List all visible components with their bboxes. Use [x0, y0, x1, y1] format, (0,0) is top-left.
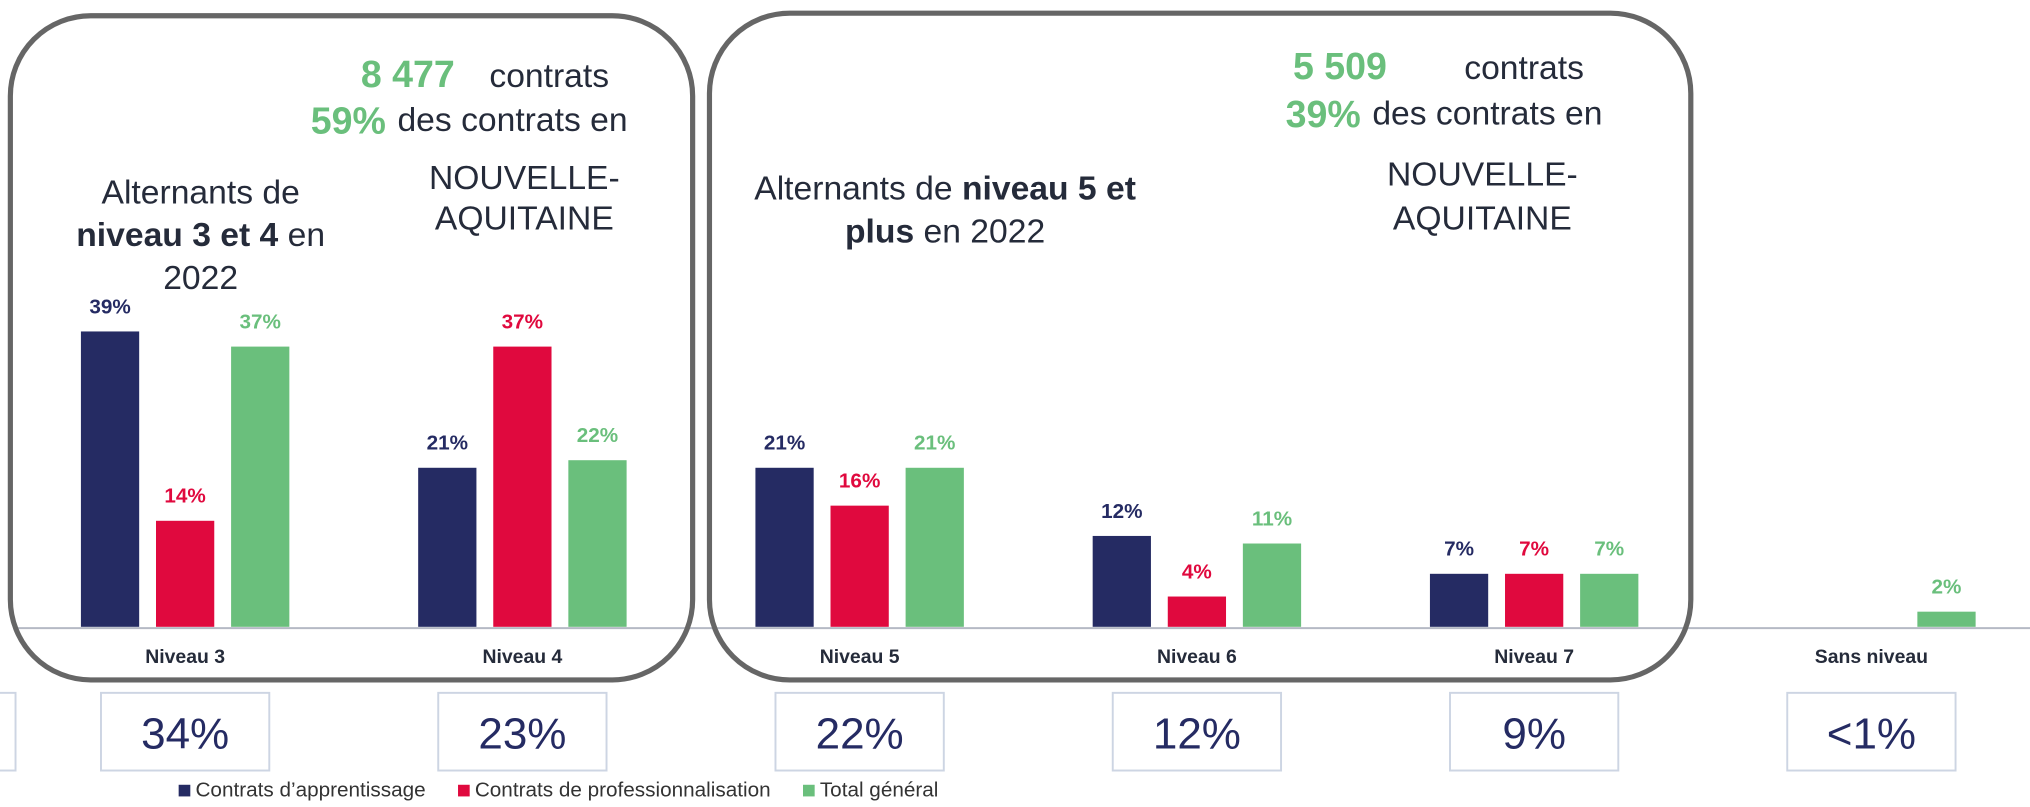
data-label: 16%	[839, 470, 880, 493]
share: 59%	[311, 100, 386, 142]
share-box	[1786, 691, 1957, 772]
legend-swatch	[803, 784, 815, 797]
share-label: 22%	[816, 710, 904, 759]
data-label: 11%	[1252, 507, 1292, 530]
legend-swatch	[458, 784, 470, 797]
legend-label: Contrats d’apprentissage	[195, 778, 425, 801]
bar	[493, 346, 552, 627]
bar	[80, 331, 140, 627]
x-tick-label: Niveau 7	[1494, 646, 1574, 668]
x-tick-label: Niveau 3	[145, 646, 225, 668]
share-label: <1%	[1827, 710, 1916, 759]
region: NOUVELLE-	[429, 160, 620, 197]
data-label: 21%	[427, 432, 468, 455]
x-tick-label: Niveau 4	[482, 646, 562, 668]
data-label: 39%	[89, 295, 130, 318]
data-label: 7%	[1594, 538, 1624, 561]
bar	[830, 505, 889, 627]
share-box	[1449, 691, 1620, 772]
bar	[1917, 611, 1976, 627]
count-word: contrats	[489, 58, 609, 95]
bar	[755, 467, 814, 627]
data-label: 12%	[1101, 500, 1142, 523]
bar	[905, 467, 964, 627]
data-label: 22%	[577, 424, 618, 447]
group-title: plus en 2022	[845, 213, 1045, 250]
group-title: 2022	[163, 260, 238, 297]
group-title: Alternants de	[102, 174, 300, 211]
share-text: des contrats en	[1372, 96, 1602, 133]
share-label: 12%	[1153, 710, 1241, 759]
region: AQUITAINE	[1393, 200, 1572, 237]
share-box	[774, 691, 945, 772]
bar	[1580, 573, 1639, 627]
share-label: 34%	[141, 710, 229, 759]
legend-label: Contrats de professionnalisation	[475, 778, 771, 801]
region: AQUITAINE	[435, 200, 614, 237]
count: 5 509	[1293, 45, 1387, 87]
data-label: 21%	[764, 432, 805, 455]
share-text: des contrats en	[397, 102, 627, 139]
share-label: 9%	[1502, 710, 1566, 759]
count-word: contrats	[1464, 50, 1584, 87]
legend-swatch	[178, 784, 191, 797]
share: 39%	[1286, 93, 1361, 135]
x-tick-label: Niveau 6	[1157, 646, 1237, 668]
bar	[568, 460, 627, 627]
group-title-part: plus	[845, 213, 914, 250]
group-title-part: Alternants de	[754, 171, 962, 208]
data-label: 7%	[1444, 538, 1474, 561]
data-label: 2%	[1932, 576, 1962, 599]
group-frame	[7, 13, 696, 683]
bar	[1242, 543, 1302, 627]
group-title-part: niveau 5 et	[962, 171, 1136, 208]
share-box	[100, 691, 271, 772]
data-label: 37%	[502, 310, 543, 333]
region: NOUVELLE-	[1387, 156, 1578, 193]
data-label: 14%	[164, 485, 205, 508]
share-box	[437, 691, 608, 772]
bar	[156, 520, 215, 627]
bar	[1505, 573, 1564, 627]
x-tick-label: Sans niveau	[1815, 646, 1928, 668]
group-title-part: niveau 3 et 4	[76, 217, 278, 254]
data-label: 37%	[240, 310, 281, 333]
bar	[418, 467, 477, 627]
group-title-part: en	[278, 217, 325, 254]
share-label: 23%	[478, 710, 566, 759]
x-tick-label: Niveau 5	[820, 646, 900, 668]
share-box	[0, 691, 17, 772]
bar	[1092, 535, 1151, 627]
count: 8 477	[361, 53, 455, 95]
group-title-part: en 2022	[914, 213, 1045, 250]
legend-label: Total général	[820, 778, 939, 801]
share-box	[1111, 691, 1283, 772]
data-label: 4%	[1182, 560, 1212, 583]
bar	[1167, 596, 1227, 627]
group-title: niveau 3 et 4 en	[76, 217, 325, 254]
group-frame	[706, 10, 1694, 683]
bar	[1429, 573, 1489, 627]
group-title-part: 2022	[163, 260, 238, 297]
data-label: 7%	[1519, 538, 1549, 561]
data-label: 21%	[914, 432, 955, 455]
bar	[231, 346, 290, 627]
group-title-part: Alternants de	[102, 174, 300, 211]
group-title: Alternants de niveau 5 et	[754, 171, 1136, 208]
